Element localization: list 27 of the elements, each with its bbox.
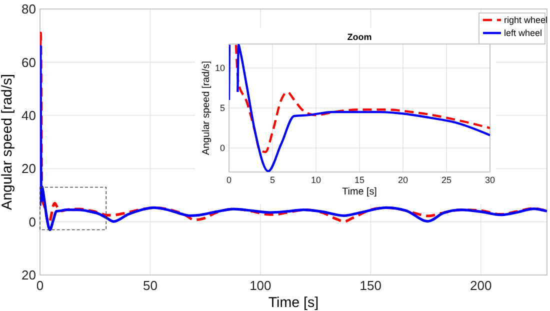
x-tick-label: 20 (398, 175, 408, 185)
x-tick-label: 30 (484, 175, 496, 185)
chart-title: Zoom (347, 32, 372, 42)
x-tick-label: 10 (310, 175, 322, 185)
line-series (234, 44, 490, 154)
y-tick-label: 40 (22, 108, 36, 123)
y-tick-label: 60 (22, 54, 36, 70)
legend-label: left wheel (504, 28, 542, 38)
legend-label: right wheel (504, 15, 548, 25)
y-axis-title: Angular speed [rad/s] (0, 74, 16, 210)
y-tick-label: 20 (22, 268, 36, 283)
x-tick-label: 50 (142, 278, 158, 293)
y-tick-label: 10 (214, 63, 225, 74)
y-tick-label: 0 (220, 143, 225, 154)
y-axis-title: Angular speed [rad/s] (201, 60, 212, 155)
x-axis-title: Time [s] (268, 294, 319, 311)
y-tick-label: 80 (22, 2, 36, 17)
x-tick-label: 150 (360, 278, 382, 293)
x-tick-label: 15 (354, 175, 365, 185)
x-tick-label: 100 (250, 278, 272, 293)
x-tick-label: 5 (270, 175, 276, 185)
y-tick-label: 5 (220, 103, 225, 114)
x-axis-title: Time [s] (342, 186, 378, 198)
x-tick-label: 200 (470, 278, 492, 293)
y-tick-label: 0 (28, 214, 36, 230)
x-tick-label: 0 (226, 175, 232, 185)
x-tick-label: 25 (441, 175, 452, 185)
